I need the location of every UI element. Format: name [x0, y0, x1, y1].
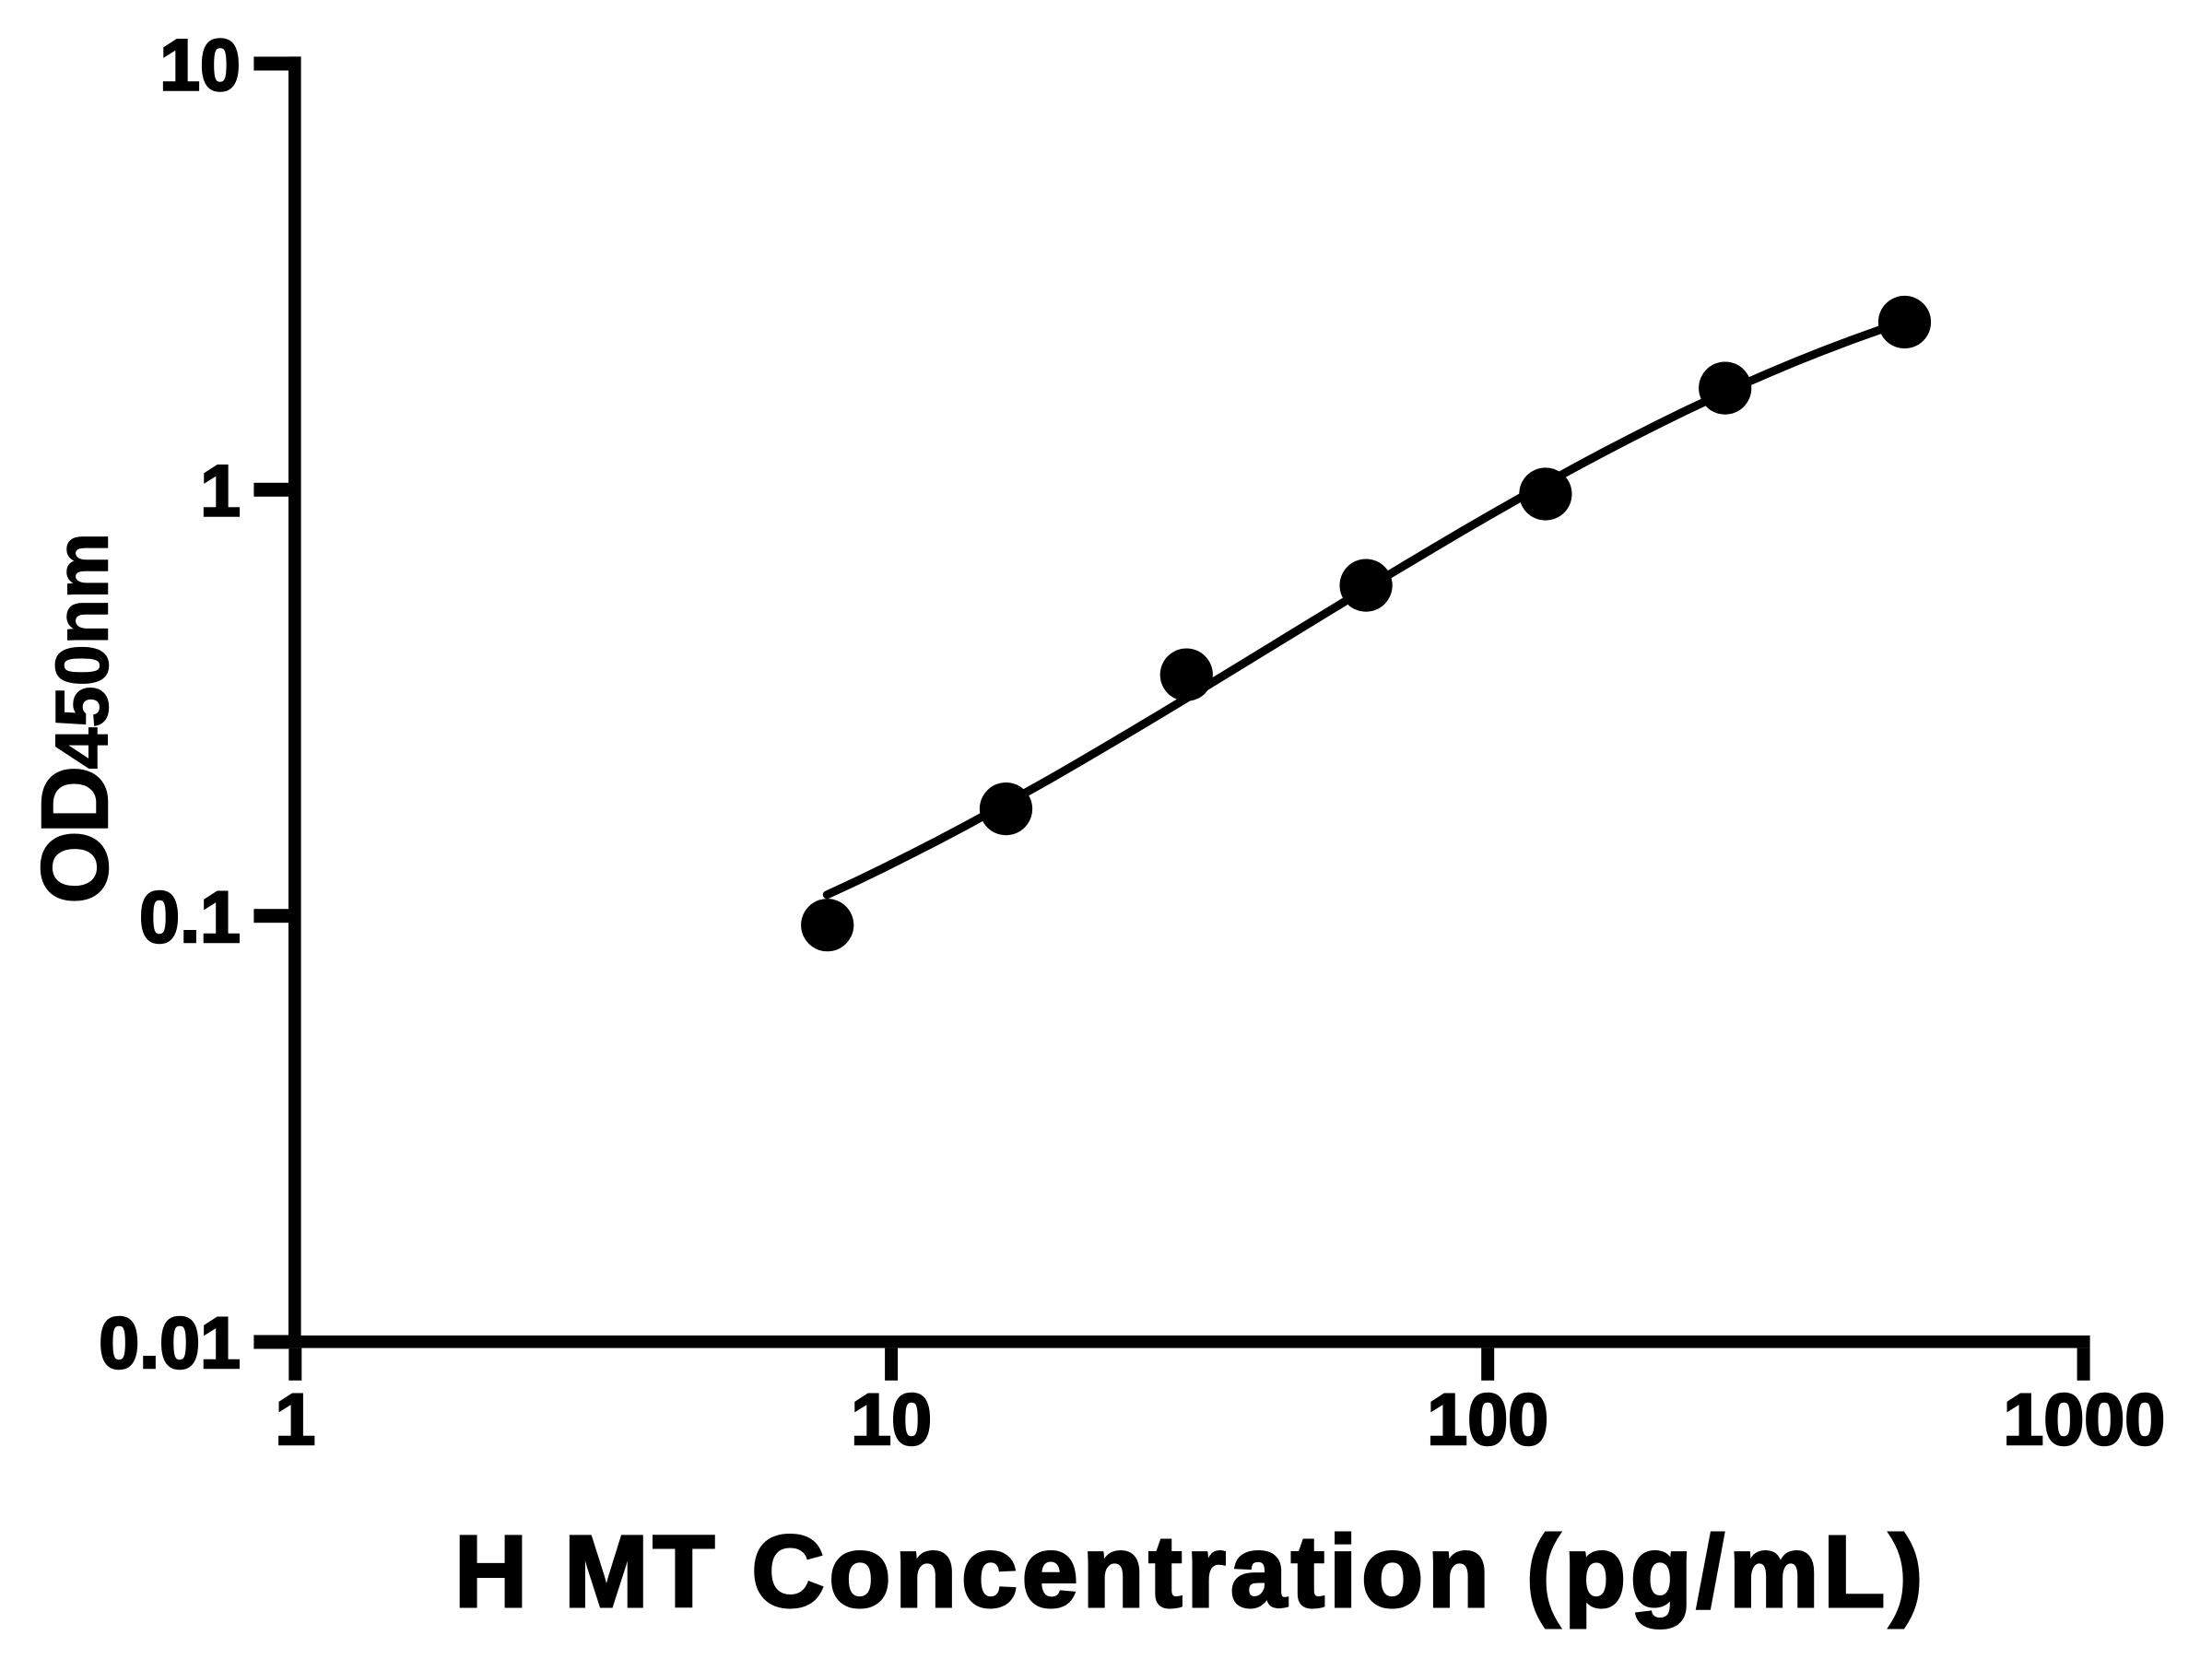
- svg-text:0.1: 0.1: [139, 876, 241, 958]
- svg-text:H MT Concentration (pg/mL): H MT Concentration (pg/mL): [454, 1515, 1927, 1629]
- svg-text:OD450nm: OD450nm: [22, 533, 128, 904]
- svg-text:10: 10: [851, 1378, 932, 1460]
- svg-text:100: 100: [1427, 1378, 1548, 1460]
- svg-text:1: 1: [275, 1378, 315, 1460]
- svg-text:10: 10: [159, 24, 241, 106]
- svg-text:1: 1: [200, 450, 241, 532]
- svg-text:0.01: 0.01: [99, 1301, 241, 1383]
- svg-text:1000: 1000: [2003, 1378, 2165, 1460]
